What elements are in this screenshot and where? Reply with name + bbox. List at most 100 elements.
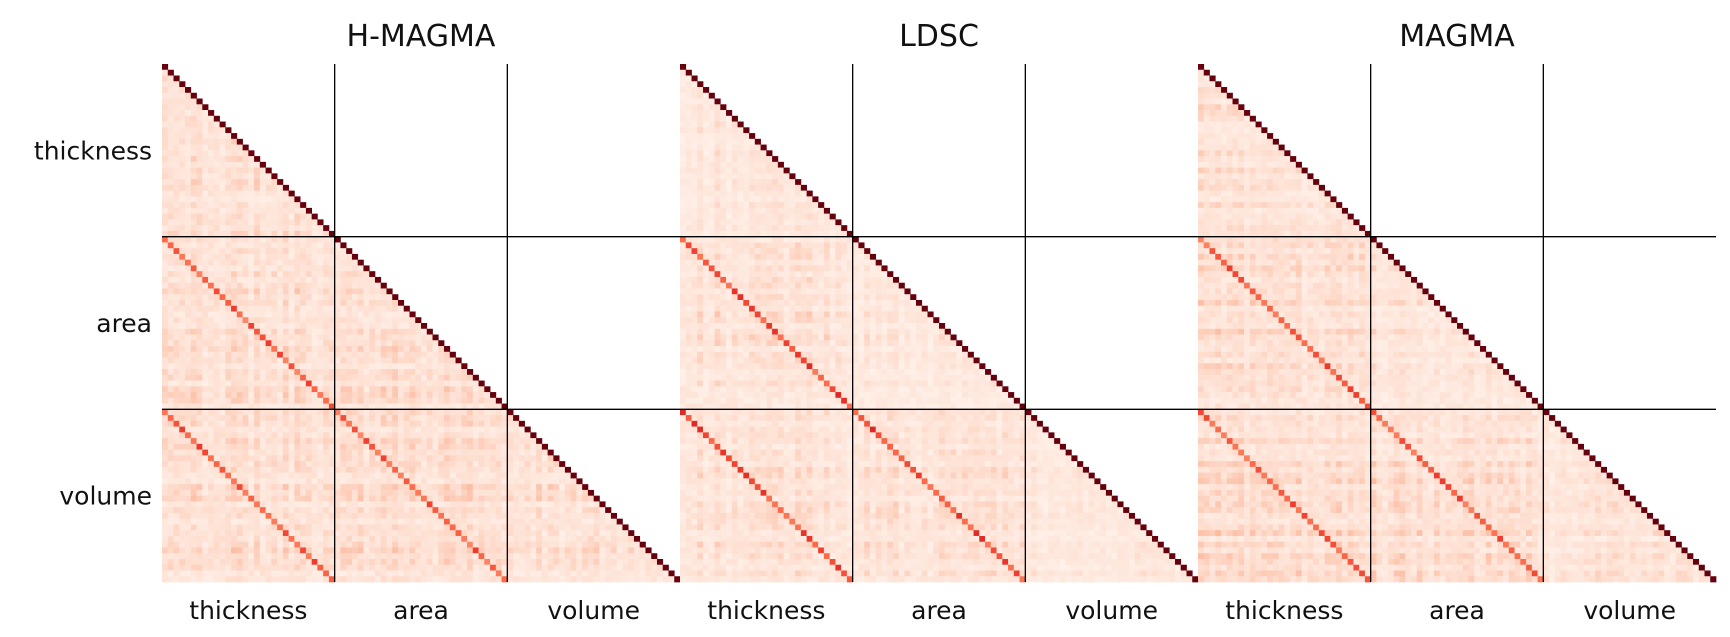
heatmap-cell <box>444 415 451 422</box>
heatmap-cell <box>231 282 238 289</box>
heatmap-cell <box>380 426 387 433</box>
heatmap-cell <box>818 288 825 295</box>
heatmap-cell <box>743 230 750 238</box>
heatmap-cell <box>179 466 186 473</box>
heatmap-cell <box>835 288 842 295</box>
heatmap-cell <box>305 219 312 226</box>
heatmap-cell <box>294 242 301 249</box>
heatmap-cell <box>426 334 433 341</box>
heatmap-cell <box>162 219 169 226</box>
heatmap-cell <box>720 190 727 197</box>
heatmap-cell <box>472 501 479 508</box>
heatmap-cell <box>559 547 566 554</box>
heatmap-cell <box>254 409 261 416</box>
heatmap-cell <box>196 294 203 301</box>
heatmap-cell <box>231 161 238 168</box>
heatmap-cell <box>467 495 474 502</box>
heatmap-cell <box>386 340 393 347</box>
heatmap-cell <box>622 553 629 560</box>
heatmap-cell <box>357 415 364 422</box>
heatmap-cell <box>185 242 192 249</box>
heatmap-cell <box>196 150 203 157</box>
heatmap-cell <box>783 259 790 266</box>
heatmap-cell <box>541 466 548 473</box>
heatmap-cell <box>501 489 508 497</box>
heatmap-cell <box>173 524 180 531</box>
heatmap-cell <box>248 311 255 318</box>
heatmap-cell <box>185 455 192 462</box>
heatmap-cell <box>202 570 209 577</box>
heatmap-cell <box>162 518 169 525</box>
heatmap-cell <box>294 369 301 376</box>
heatmap-cell <box>426 374 433 381</box>
heatmap-cell <box>455 374 462 381</box>
heatmap-cell <box>403 495 410 502</box>
heatmap-cell <box>415 466 422 473</box>
heatmap-cell <box>374 282 382 289</box>
heatmap-cell <box>231 489 238 497</box>
heatmap-cell <box>714 265 721 272</box>
heatmap-cell <box>196 207 203 214</box>
heatmap-cell <box>202 144 209 151</box>
heatmap-cell <box>697 133 704 140</box>
heatmap-cell <box>231 317 238 324</box>
heatmap-cell <box>173 392 180 399</box>
heatmap-cell <box>196 547 203 554</box>
heatmap-cell <box>334 305 341 312</box>
heatmap-cell <box>265 501 272 508</box>
heatmap-cell <box>864 282 871 289</box>
heatmap-cell <box>340 570 347 577</box>
heatmap-cell <box>680 179 687 186</box>
heatmap-cell <box>380 305 387 312</box>
heatmap-cell <box>288 328 295 335</box>
heatmap-cell <box>213 156 220 163</box>
heatmap-cell <box>259 357 266 364</box>
heatmap-cell <box>185 478 192 485</box>
heatmap-cell <box>305 369 312 376</box>
heatmap-cell <box>467 466 474 473</box>
heatmap-cell <box>213 438 220 445</box>
heatmap-cell <box>680 276 687 284</box>
heatmap-cell <box>846 253 854 261</box>
heatmap-cell <box>421 438 428 445</box>
y-tick-label: area <box>96 309 152 338</box>
heatmap-cell <box>392 346 399 353</box>
heatmap-cell <box>305 253 312 261</box>
heatmap-cell <box>202 478 209 485</box>
heatmap-cell <box>196 397 203 404</box>
heatmap-cell <box>242 535 249 543</box>
heatmap-cell <box>185 564 192 571</box>
heatmap-cell <box>449 507 456 514</box>
heatmap-cell <box>495 570 502 577</box>
heatmap-cell <box>680 230 687 238</box>
heatmap-cell <box>167 415 174 422</box>
heatmap-cell <box>259 541 266 548</box>
heatmap-cell <box>484 501 491 508</box>
heatmap-cell <box>167 98 174 105</box>
heatmap-cell <box>271 196 278 203</box>
heatmap-cell <box>277 478 284 485</box>
heatmap-cell <box>300 512 307 520</box>
heatmap-cell <box>334 276 341 284</box>
heatmap-cell <box>392 420 399 427</box>
heatmap-cell <box>340 276 347 284</box>
heatmap-cell <box>179 409 186 416</box>
heatmap-cell <box>392 294 399 301</box>
heatmap-cell <box>323 282 330 289</box>
heatmap-cell <box>167 167 174 174</box>
heatmap-cell <box>173 248 180 255</box>
heatmap-cell <box>426 507 433 514</box>
heatmap-cell <box>467 369 474 376</box>
heatmap-cell <box>259 472 266 479</box>
heatmap-cell <box>760 259 767 266</box>
heatmap-cell <box>881 282 888 289</box>
heatmap-cell <box>236 230 243 238</box>
heatmap-cell <box>202 507 209 514</box>
heatmap-cell <box>242 415 249 422</box>
heatmap-cell <box>271 357 278 364</box>
heatmap-cell <box>179 207 186 214</box>
heatmap-cell <box>501 438 508 445</box>
heatmap-cell <box>789 242 796 249</box>
heatmap-cell <box>363 512 370 520</box>
heatmap-cell <box>305 403 312 410</box>
